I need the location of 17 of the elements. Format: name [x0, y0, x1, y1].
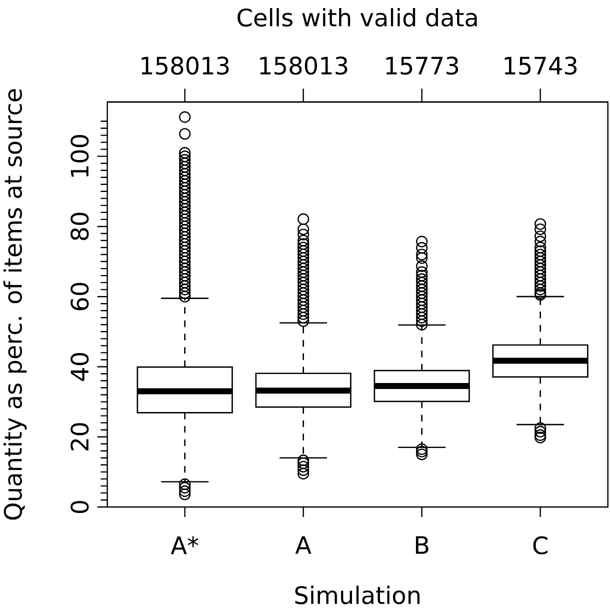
- x-tick-label: A*: [170, 536, 198, 554]
- x2-axis-title: Cells with valid data: [238, 8, 477, 27]
- x-axis-title: Simulation: [295, 586, 420, 604]
- y-tick-label: 40: [70, 353, 89, 381]
- x-tick-label: B: [416, 536, 428, 554]
- y-tick-label: 80: [70, 212, 89, 240]
- text: 158013: [142, 56, 229, 75]
- text: 15773: [386, 56, 458, 75]
- y-tick-label: 60: [70, 282, 89, 310]
- text: 15743: [504, 56, 577, 75]
- y-axis-title: Quantity as perc. of items at source: [3, 89, 27, 520]
- text: 158013: [260, 56, 348, 75]
- x-tick-label: A: [295, 536, 312, 554]
- y-tick-label: 0: [70, 500, 89, 514]
- x-tick-label: C: [533, 536, 548, 554]
- y-tick-label: 100: [70, 135, 89, 177]
- y-tick-label: 20: [70, 423, 89, 450]
